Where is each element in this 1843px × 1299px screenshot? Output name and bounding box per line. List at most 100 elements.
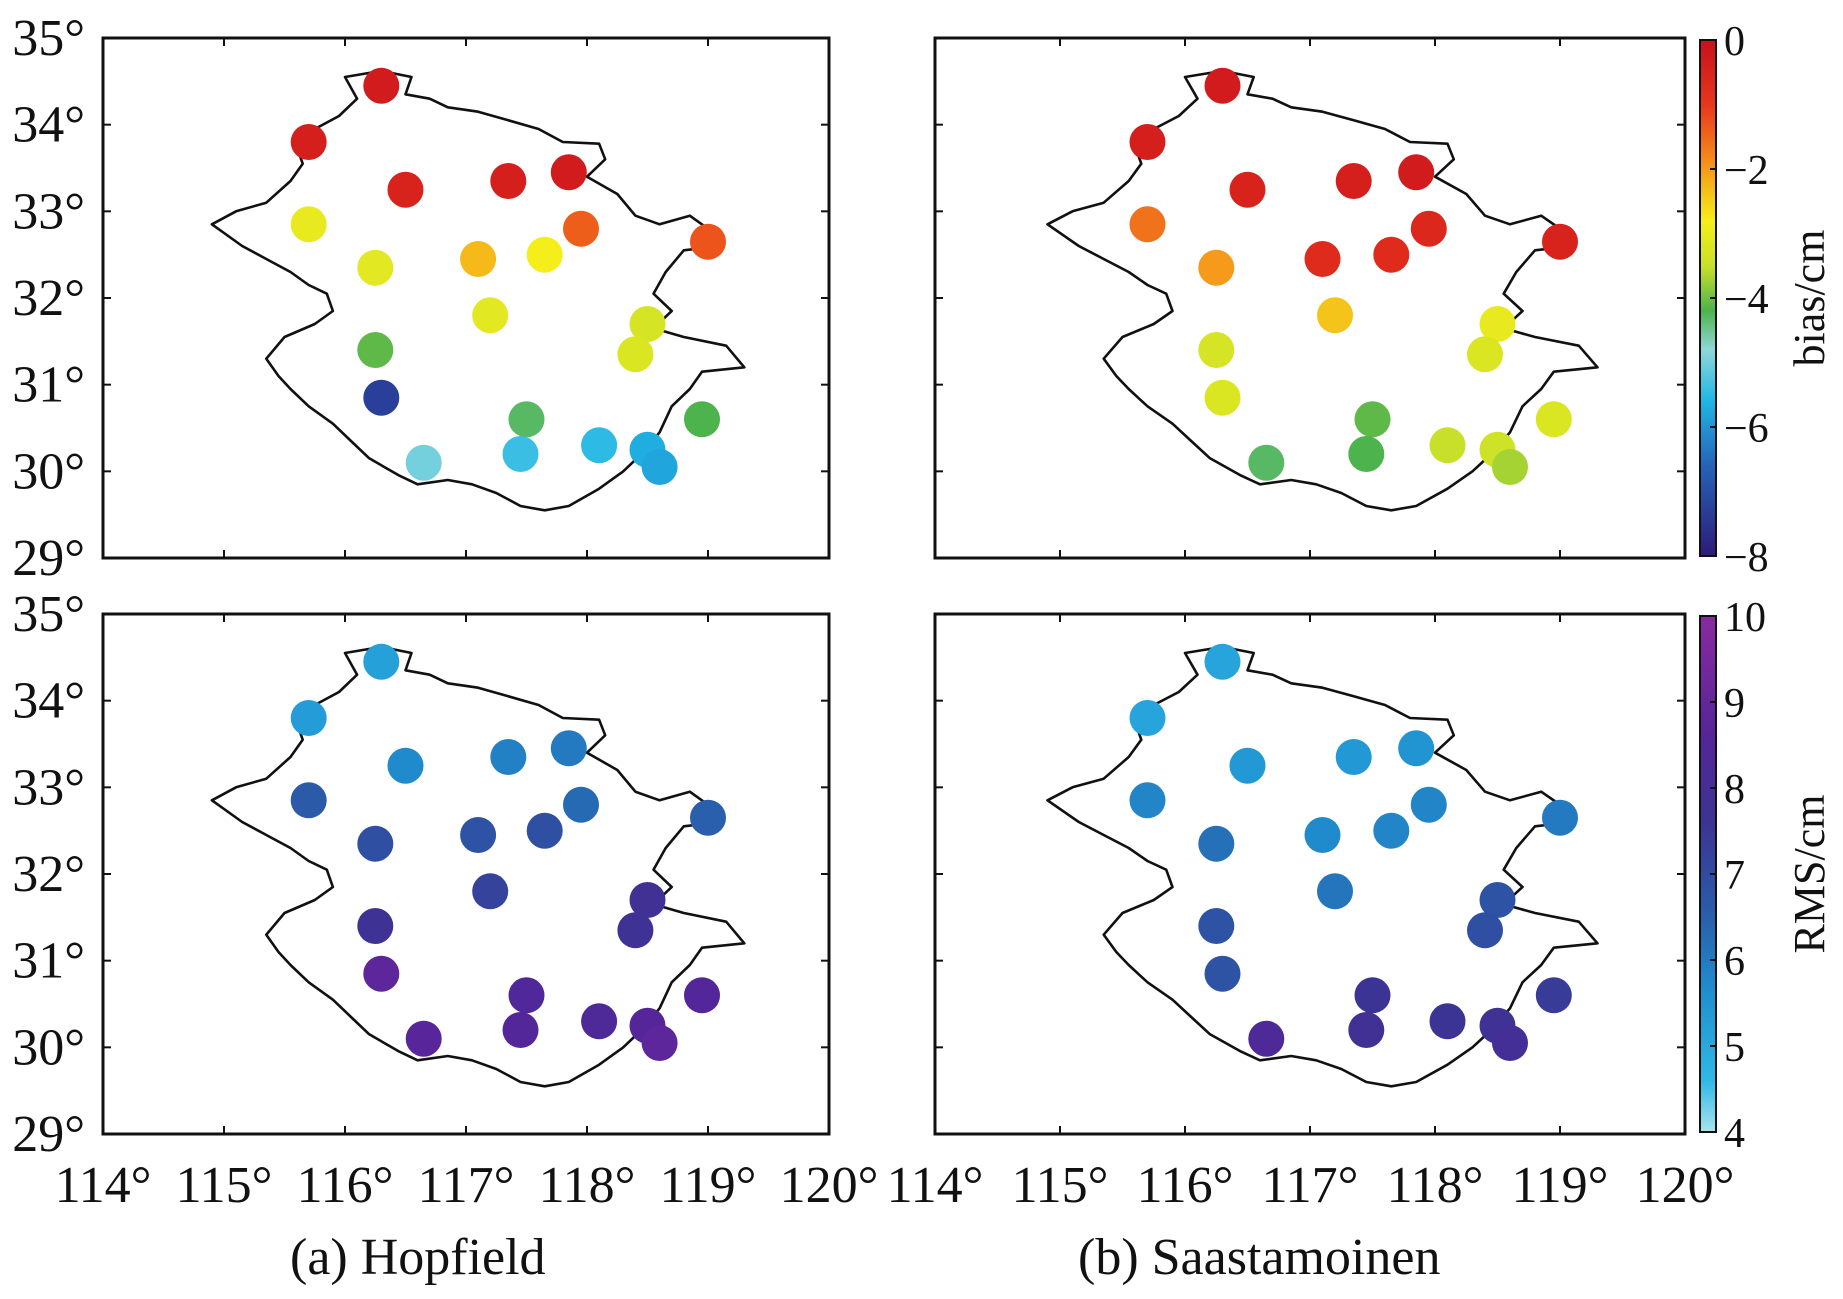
colorbar-tick-label: 0 [1724,19,1745,65]
station-point [460,817,497,853]
station-point [1335,739,1372,775]
station-point [1229,747,1266,784]
station-point [1429,427,1466,464]
station-point [1373,236,1410,273]
x-tick-label: 119° [660,1157,757,1214]
colorbar-tick-label: 7 [1724,853,1745,899]
station-point [1373,812,1410,849]
map-panels: 29°30°31°32°33°34°35°29°30°31°32°33°34°3… [12,10,1734,1214]
colorbar-label: bias/cm [1785,230,1834,367]
y-tick-label: 33° [12,759,85,816]
station-point [1348,436,1385,472]
plot-frame [933,36,1687,560]
plot-frame [101,612,831,1136]
station-point [563,210,599,247]
station-point [508,977,545,1014]
x-tick-label: 114° [55,1157,152,1214]
station-point [472,297,509,334]
station-point [508,401,545,438]
station-point [1198,825,1235,862]
colorbar-bias: 0 −2 −4 −6 −8 bias/cm [1699,19,1834,581]
station-point [1317,297,1353,334]
station-point [1335,163,1372,199]
station-point [1467,336,1503,373]
province-boundary [1046,645,1599,1088]
station-point [1304,817,1341,853]
station-point [363,643,400,680]
colorbar-tick-label: 4 [1724,1111,1745,1157]
y-tick-label: 35° [12,10,85,67]
station-point [1204,955,1241,992]
x-tick-label: 114° [887,1157,984,1214]
panel-saastamoinen-rms: 114° 115° 116° 117° 118° 119° 120° [887,612,1734,1214]
y-tick-label: 34° [12,97,85,154]
station-point [1542,223,1578,260]
province-boundary [210,645,746,1088]
station-point [1198,332,1235,368]
station-point [1248,444,1285,481]
station-point [502,1012,539,1048]
station-point [363,67,400,104]
station-point [1198,249,1235,286]
plot-frame [101,36,831,560]
station-point [357,332,394,368]
panel-hopfield-bias: 29° 30° 31° 32° 33° 34° 35° [12,10,831,587]
plot-frame [933,612,1687,1136]
station-point [405,444,442,481]
station-point [1198,908,1235,944]
station-point [1204,67,1241,104]
station-point [1354,401,1391,438]
station-point [460,241,497,277]
y-tick-label: 32° [12,270,85,327]
x-tick-label: 117° [1262,1157,1359,1214]
station-point [1398,154,1435,191]
station-point [1429,1003,1466,1040]
station-point [690,799,726,836]
colorbar-tick-label: 6 [1724,939,1745,985]
y-tick-label: 30° [12,443,85,500]
y-tick-label: 31° [12,933,85,990]
station-point [563,786,599,823]
province-boundary [1046,69,1599,512]
colorbar-rms: 10 9 8 7 6 5 4 RMS/cm [1699,595,1834,1157]
station-point [1129,206,1166,243]
station-point [1304,241,1341,277]
station-point [1479,882,1516,918]
caption-saastamoinen: (b) Saastamoinen [1078,1229,1441,1286]
station-point [617,336,654,373]
station-point [290,206,327,243]
station-point [1535,401,1572,438]
colorbar-tick-label: −4 [1724,277,1769,323]
x-tick-label: 120° [780,1157,879,1214]
station-point [617,912,654,949]
station-point [581,1003,618,1040]
colorbar-tick-label: 10 [1724,595,1766,641]
station-point [1204,643,1241,680]
colorbar-tick-label: 8 [1724,767,1745,813]
station-point [290,700,327,736]
y-tick-label: 35° [12,586,85,643]
x-tick-label: 118° [539,1157,636,1214]
station-point [1229,171,1266,208]
station-point [1348,1012,1385,1048]
station-point [1354,977,1391,1014]
x-tick-label: 117° [418,1157,515,1214]
station-point [526,812,563,849]
colorbar-tick-label: −8 [1724,535,1769,581]
panel-saastamoinen-bias [933,36,1687,560]
colorbar-tick-label: 9 [1724,681,1745,727]
colorbars: 0 −2 −4 −6 −8 bias/cm 10 9 8 7 6 5 4 RMS/cm [1699,19,1834,1157]
station-point [629,882,666,918]
station-point [641,449,678,485]
caption-hopfield: (a) Hopfield [290,1229,546,1286]
station-point [1492,449,1528,485]
station-point [526,236,563,273]
x-tick-label: 115° [176,1157,273,1214]
station-point [472,873,509,910]
station-point [490,739,527,775]
station-point [1204,379,1241,416]
y-tick-label: 30° [12,1019,85,1076]
x-tick-label: 116° [297,1157,394,1214]
station-point [550,154,587,191]
